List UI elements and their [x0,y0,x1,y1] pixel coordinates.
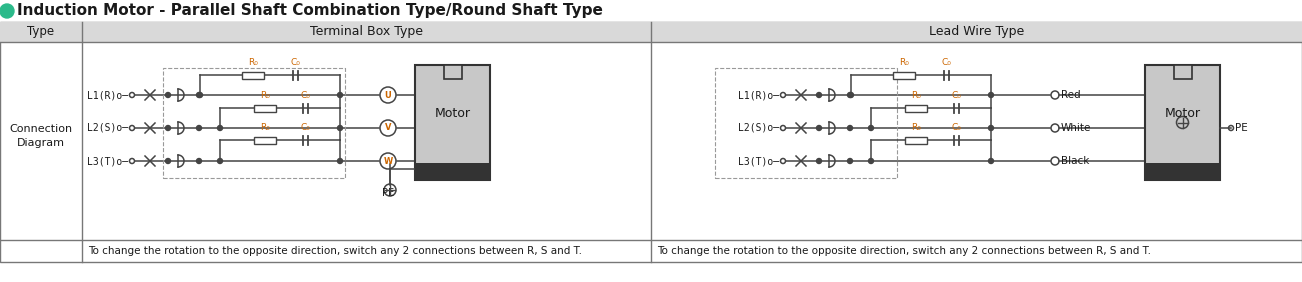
Circle shape [337,92,342,98]
Text: To change the rotation to the opposite direction, switch any 2 connections betwe: To change the rotation to the opposite d… [89,246,582,256]
Circle shape [165,125,171,131]
Bar [715,68,897,178]
Bar [893,72,915,78]
Circle shape [165,158,171,164]
Circle shape [197,92,202,98]
Bar [254,136,276,144]
Text: C₀: C₀ [950,91,961,100]
Text: White: White [1061,123,1091,133]
Text: L2(S)o─: L2(S)o─ [738,123,779,133]
Text: W: W [383,157,393,166]
Bar [242,72,264,78]
Text: C₀: C₀ [950,123,961,132]
Bar [415,65,490,180]
Circle shape [217,125,223,131]
Text: R₀: R₀ [260,123,270,132]
Text: R₀: R₀ [249,58,258,67]
Circle shape [165,92,171,98]
Circle shape [868,125,874,131]
Text: Induction Motor - Parallel Shaft Combination Type/Round Shaft Type: Induction Motor - Parallel Shaft Combina… [17,3,603,19]
Circle shape [337,158,342,164]
Text: R₀: R₀ [260,91,270,100]
Text: C₀: C₀ [299,91,310,100]
Bar [1144,65,1220,180]
Text: PE: PE [1236,123,1247,133]
Bar [254,105,276,111]
Text: Terminal Box Type: Terminal Box Type [310,25,423,39]
Text: Motor: Motor [435,107,470,120]
Circle shape [816,158,822,164]
Bar [0,22,1302,42]
Circle shape [816,92,822,98]
Circle shape [198,92,203,98]
Circle shape [849,92,854,98]
Bar [415,163,490,180]
Bar [1144,163,1220,180]
Text: Black: Black [1061,156,1090,166]
Circle shape [848,92,853,98]
Text: U: U [384,91,392,100]
Circle shape [197,125,202,131]
Circle shape [217,158,223,164]
Circle shape [988,158,993,164]
Circle shape [988,125,993,131]
Text: R₀: R₀ [911,91,921,100]
Text: Red: Red [1061,90,1081,100]
Text: C₀: C₀ [299,123,310,132]
Text: L3(T)o─: L3(T)o─ [87,156,128,166]
Text: L1(R)o─: L1(R)o─ [738,90,779,100]
Text: L1(R)o─: L1(R)o─ [87,90,128,100]
Text: L3(T)o─: L3(T)o─ [738,156,779,166]
Circle shape [816,125,822,131]
Bar [0,22,1302,262]
Text: R₀: R₀ [900,58,909,67]
Text: Connection
Diagram: Connection Diagram [9,124,73,148]
Circle shape [988,92,993,98]
Text: To change the rotation to the opposite direction, switch any 2 connections betwe: To change the rotation to the opposite d… [658,246,1151,256]
Circle shape [848,125,853,131]
Circle shape [337,125,342,131]
Text: C₀: C₀ [941,58,950,67]
Text: PE: PE [381,188,395,198]
Text: Type: Type [27,25,55,39]
Circle shape [868,158,874,164]
Text: R₀: R₀ [911,123,921,132]
Text: Lead Wire Type: Lead Wire Type [928,25,1025,39]
Bar [163,68,345,178]
Bar [1173,65,1191,79]
Circle shape [197,158,202,164]
Circle shape [0,4,14,18]
Bar [905,105,927,111]
Circle shape [848,158,853,164]
Text: L2(S)o─: L2(S)o─ [87,123,128,133]
Text: V: V [385,124,391,133]
Bar [905,136,927,144]
Bar [444,65,461,79]
Text: C₀: C₀ [290,58,299,67]
Text: Motor: Motor [1164,107,1200,120]
